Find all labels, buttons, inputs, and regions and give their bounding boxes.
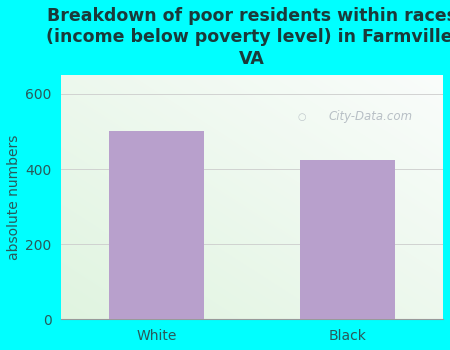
- Bar: [109, 132, 204, 319]
- Title: Breakdown of poor residents within races
(income below poverty level) in Farmvil: Breakdown of poor residents within races…: [45, 7, 450, 68]
- Y-axis label: absolute numbers: absolute numbers: [7, 134, 21, 260]
- Text: ○: ○: [297, 112, 306, 121]
- Text: City-Data.com: City-Data.com: [328, 110, 413, 123]
- Bar: [300, 160, 395, 319]
